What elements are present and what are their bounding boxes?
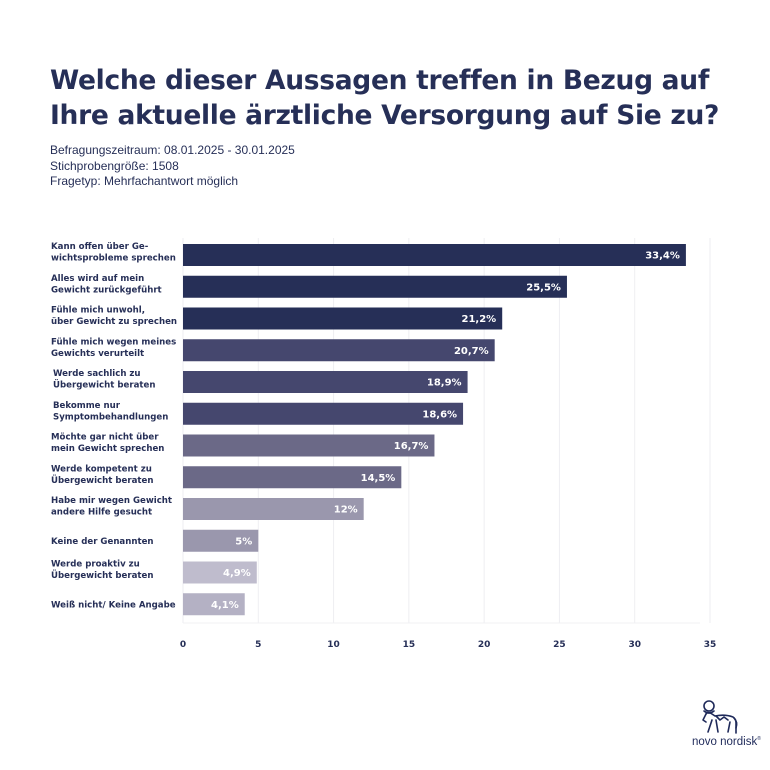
- x-tick-label-5: 5: [255, 640, 261, 650]
- value-label-1: 25,5%: [526, 282, 561, 293]
- bar-7: [183, 466, 402, 489]
- category-label-3-line-1: Gewichts verurteilt: [51, 349, 144, 359]
- value-label-9: 5%: [235, 536, 252, 547]
- bar-1: [183, 275, 567, 298]
- category-label-1-line-1: Gewicht zurückgeführt: [51, 285, 162, 295]
- category-label-6-line-1: mein Gewicht sprechen: [51, 444, 164, 454]
- value-label-2: 21,2%: [462, 314, 497, 325]
- category-label-4-line-0: Werde sachlich zu: [53, 369, 141, 379]
- bar-9: [183, 529, 259, 552]
- category-label-8-line-1: andere Hilfe gesucht: [51, 508, 152, 518]
- value-label-4: 18,9%: [427, 378, 462, 389]
- chart-title: Welche dieser Aussagen treffen in Bezug …: [50, 63, 750, 133]
- value-label-11: 4,1%: [211, 600, 239, 611]
- category-label-10-line-1: Übergewicht beraten: [51, 570, 153, 581]
- x-tick-label-35: 35: [704, 640, 717, 650]
- bar-8: [183, 498, 364, 520]
- x-tick-label-0: 0: [180, 640, 186, 650]
- x-tick-label-10: 10: [327, 640, 340, 650]
- category-label-5-line-1: Symptombehandlungen: [53, 412, 168, 422]
- x-tick-label-15: 15: [403, 640, 416, 650]
- value-label-10: 4,9%: [223, 568, 251, 579]
- x-tick-label-25: 25: [553, 640, 566, 650]
- category-label-10-line-0: Werde proaktiv zu: [51, 560, 140, 570]
- survey-meta: Befragungszeitraum: 08.01.2025 - 30.01.2…: [50, 143, 295, 190]
- category-label-9: Keine der Genannten: [51, 537, 154, 547]
- category-label-3-line-0: Fühle mich wegen meines: [51, 337, 176, 347]
- category-label-6-line-0: Möchte gar nicht über: [51, 433, 159, 443]
- bar-3: [183, 339, 495, 362]
- category-label-11: Weiß nicht/ Keine Angabe: [51, 600, 176, 610]
- category-label-1-line-0: Alles wird auf mein: [51, 274, 144, 284]
- category-label-7-line-1: Übergewicht beraten: [51, 475, 153, 486]
- x-tick-label-20: 20: [478, 640, 491, 650]
- novo-nordisk-logo: novo nordisk®: [692, 698, 764, 752]
- bar-5: [183, 402, 464, 425]
- category-label-7-line-0: Werde kompetent zu: [51, 464, 152, 474]
- category-label-0-line-1: wichtsprobleme sprechen: [51, 254, 176, 264]
- bar-6: [183, 434, 435, 457]
- value-label-3: 20,7%: [454, 346, 489, 357]
- question-type: Fragetyp: Mehrfachantwort möglich: [50, 174, 239, 188]
- value-label-8: 12%: [334, 505, 358, 516]
- bar-2: [183, 307, 503, 330]
- category-label-2-line-0: Fühle mich unwohl,: [51, 306, 145, 316]
- category-label-8-line-0: Habe mir wegen Gewicht: [51, 496, 172, 506]
- bar-10: [183, 561, 257, 584]
- bar-4: [183, 371, 468, 393]
- value-label-6: 16,7%: [394, 441, 429, 452]
- value-label-0: 33,4%: [645, 251, 680, 262]
- category-label-5-line-0: Bekomme nur: [53, 401, 121, 411]
- apis-bull-icon: [702, 700, 738, 734]
- value-label-7: 14,5%: [361, 473, 396, 484]
- bar-0: [183, 244, 686, 266]
- x-tick-label-30: 30: [628, 640, 641, 650]
- bar-11: [183, 593, 245, 616]
- logo-wordmark: novo nordisk®: [692, 736, 761, 748]
- value-label-5: 18,6%: [422, 409, 457, 420]
- survey-period: Befragungszeitraum: 08.01.2025 - 30.01.2…: [50, 143, 295, 157]
- title-line-2: Ihre aktuelle ärztliche Versorgung auf S…: [50, 100, 720, 131]
- category-label-0-line-0: Kann offen über Ge-: [51, 242, 149, 252]
- category-label-4-line-1: Übergewicht beraten: [53, 380, 155, 391]
- title-line-1: Welche dieser Aussagen treffen in Bezug …: [50, 65, 710, 96]
- category-label-2-line-1: über Gewicht zu sprechen: [51, 317, 177, 327]
- sample-size: Stichprobengröße: 1508: [50, 158, 179, 173]
